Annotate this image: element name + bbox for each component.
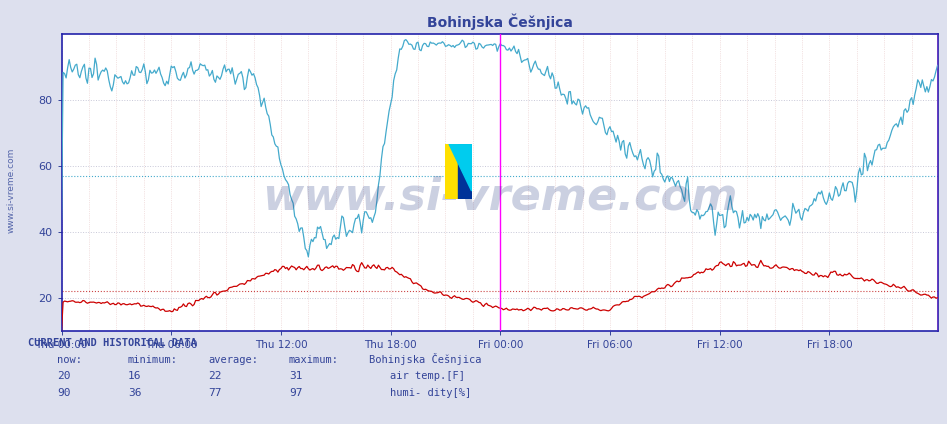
Text: 22: 22 (208, 371, 222, 382)
Text: now:: now: (57, 354, 81, 365)
Text: 16: 16 (128, 371, 141, 382)
Text: www.si-vreme.com: www.si-vreme.com (7, 148, 16, 234)
Text: average:: average: (208, 354, 259, 365)
Bar (458, 144, 472, 199)
Text: minimum:: minimum: (128, 354, 178, 365)
Text: 97: 97 (289, 388, 302, 399)
Text: 20: 20 (57, 371, 70, 382)
Text: CURRENT AND HISTORICAL DATA: CURRENT AND HISTORICAL DATA (28, 338, 197, 348)
Text: 90: 90 (57, 388, 70, 399)
Text: air temp.[F]: air temp.[F] (390, 371, 465, 382)
Text: maximum:: maximum: (289, 354, 339, 365)
Text: www.si-vreme.com: www.si-vreme.com (261, 176, 738, 219)
Text: 77: 77 (208, 388, 222, 399)
Text: humi- dity[%]: humi- dity[%] (390, 388, 472, 399)
Bar (445, 144, 458, 199)
Text: 31: 31 (289, 371, 302, 382)
Text: 36: 36 (128, 388, 141, 399)
Title: Bohinjska Češnjica: Bohinjska Češnjica (426, 14, 573, 30)
Text: Bohinjska Češnjica: Bohinjska Češnjica (369, 352, 482, 365)
Polygon shape (449, 144, 472, 191)
